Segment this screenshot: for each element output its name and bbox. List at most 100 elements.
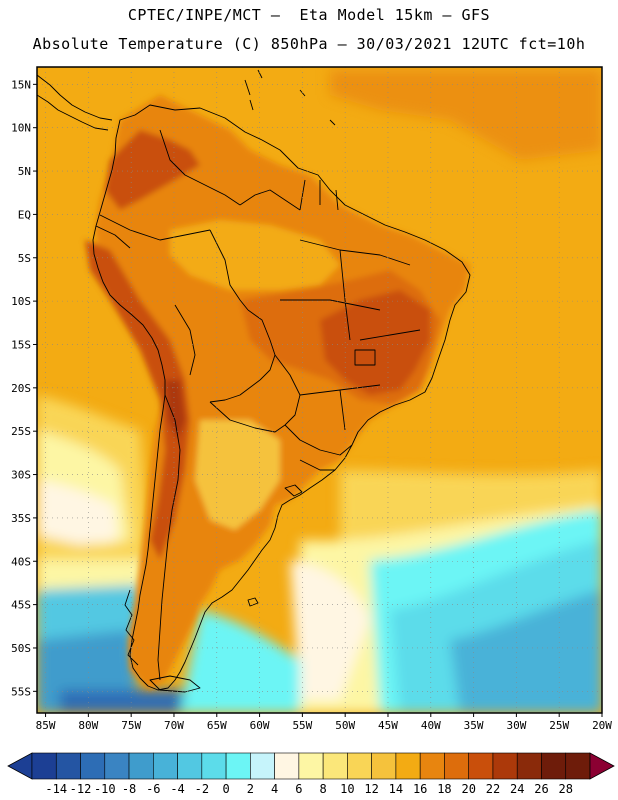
lon-label: 40W [421,719,441,732]
lat-label: 25S [11,425,31,438]
colorbar-label: 0 [222,782,229,796]
colorbar-swatch [565,752,591,780]
lat-label: 30S [11,469,31,482]
land-north-hot [105,130,200,210]
colorbar-label: 10 [340,782,354,796]
political-borders [37,69,471,693]
lat-label: 5S [18,252,31,265]
colorbar-swatch [322,752,348,780]
colorbar-swatch [468,752,494,780]
latitude-labels: 15N 10N 5N EQ 5S 10S 15S 20S 25S 30S 35S 40S 45S 50S 5… [11,78,31,698]
lon-label: 55W [292,719,312,732]
lon-label: 75W [121,719,141,732]
lat-label: 10S [11,295,31,308]
central-america-coast [37,74,113,121]
rio-de-la-plata-lake [284,484,303,497]
chile-fjords [124,589,139,666]
lon-label: 60W [250,719,270,732]
border-uruguay [299,459,335,471]
colorbar-swatch [347,752,372,780]
border-peru-bolivia [174,304,196,376]
border-bolivia-brazil [247,309,276,381]
lat-label: 15N [11,78,31,91]
colorbar-min-arrow [7,752,33,780]
colorbar-swatch [80,752,106,780]
lon-label: 20W [592,719,612,732]
colorbar-label: 14 [389,782,403,796]
colorbar-swatch [128,752,154,780]
graticule [37,67,602,713]
longitude-labels: 85W 80W 75W 70W 65W 60W 55W 50W 45W 40W 35W 30W 25W 2… [36,719,613,732]
colorbar [7,752,615,780]
title-line-1: CPTEC/INPE/MCT – Eta Model 15km – GFS [127,6,491,24]
border-colombia-venezuela [159,129,241,206]
colorbar-label: 2 [247,782,254,796]
colorbar-swatch [153,752,178,780]
lat-label: 5N [18,165,31,178]
field-atlantic-cream [290,560,370,700]
border-colombia-peru [99,214,211,241]
land-argentina-mild [195,420,280,530]
colorbar-label: 20 [461,782,475,796]
lat-label: EQ [18,208,31,221]
central-america-coast-north [37,94,109,131]
colorbar-swatch [492,752,518,780]
field-southwest-deep [60,690,200,713]
lat-label: 55S [11,685,31,698]
colorbar-label: -8 [122,782,136,796]
colorbar-swatch [201,752,227,780]
colorbar-swatch [516,752,542,780]
colorbar-swatch [274,752,300,780]
lat-label: 20S [11,382,31,395]
lat-label: 45S [11,599,31,612]
border-argentina-brazil-uruguay [284,424,353,456]
colorbar-swatch [395,752,421,780]
colorbar-label: 6 [295,782,302,796]
border-guianas [299,179,339,211]
colorbar-swatch [250,752,275,780]
border-ecuador-peru [95,225,131,249]
field-atlantic-blue [450,590,602,713]
colorbar-label: 4 [271,782,278,796]
colorbar-label: 22 [486,782,500,796]
colorbar-label: 16 [413,782,427,796]
colorbar-label: 12 [364,782,378,796]
colorbar-label: 8 [320,782,327,796]
lat-label: 40S [11,555,31,568]
colorbar-swatch [31,752,57,780]
lon-label: 80W [78,719,98,732]
lat-label: 10N [11,122,31,135]
colorbar-labels: -14 -12 -10 -8 -6 -4 -2 0 2 4 6 8 10 12 14 16 18 20 22 24 26… [45,782,573,796]
colorbar-swatch [541,752,567,780]
colorbar-label: -14 [45,782,67,796]
colorbar-label: -4 [170,782,184,796]
lon-label: 85W [36,719,56,732]
map-frame [36,66,603,714]
title-line-2: Absolute Temperature (C) 850hPa – 30/03/… [32,35,586,53]
lat-label: 50S [11,642,31,655]
colorbar-swatch [177,752,203,780]
lat-label: 35S [11,512,31,525]
caribbean-islands [244,69,336,126]
colorbar-label: 28 [559,782,573,796]
colorbar-label: -10 [94,782,116,796]
border-argentina-paraguay [209,401,286,433]
colorbar-label: 18 [437,782,451,796]
border-peru-brazil [209,229,249,311]
colorbar-max-arrow [589,752,615,780]
colorbar-swatch [298,752,324,780]
field-north-band [330,70,602,160]
land-amazon-mild [170,220,340,290]
axis-ticks [33,83,603,717]
border-venezuela-brazil [239,189,301,211]
border-brazil-states [280,239,421,431]
field-pacific-cream [37,480,118,545]
lon-label: 35W [464,719,484,732]
colorbar-label: -12 [70,782,92,796]
colorbar-swatch [104,752,130,780]
temperature-field [37,67,602,713]
colorbar-swatch [55,752,81,780]
colorbar-swatch [419,752,445,780]
field-drake-cyan [180,610,300,713]
